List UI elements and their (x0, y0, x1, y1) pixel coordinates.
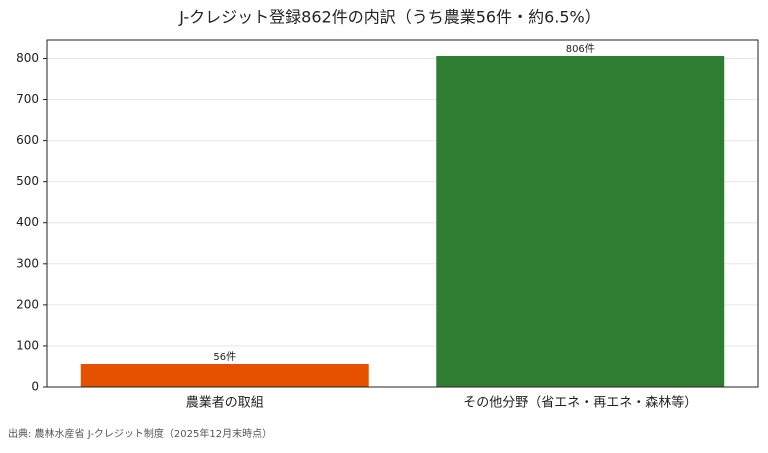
chart-title: J-クレジット登録862件の内訳（うち農業56件・約6.5%） (178, 8, 600, 27)
x-tick-label: 農業者の取組 (186, 395, 264, 411)
y-tick-label: 100 (16, 338, 39, 352)
value-label: 56件 (213, 351, 236, 363)
x-tick-label: その他分野（省エネ・再エネ・森林等） (463, 395, 697, 411)
y-tick-label: 300 (16, 256, 39, 270)
y-tick-label: 500 (16, 174, 39, 188)
y-tick-label: 0 (31, 380, 39, 394)
bar (80, 364, 369, 387)
y-tick-label: 600 (16, 133, 39, 147)
plot-frame (46, 39, 759, 388)
y-tick-label: 700 (16, 92, 39, 106)
y-tick-label: 400 (16, 215, 39, 229)
y-tick-label: 800 (16, 51, 39, 65)
source-note: 出典: 農林水産省 J-クレジット制度（2025年12月末時点） (8, 427, 272, 440)
y-tick-label: 200 (16, 297, 39, 311)
bar (436, 56, 725, 388)
value-label: 806件 (566, 43, 595, 55)
